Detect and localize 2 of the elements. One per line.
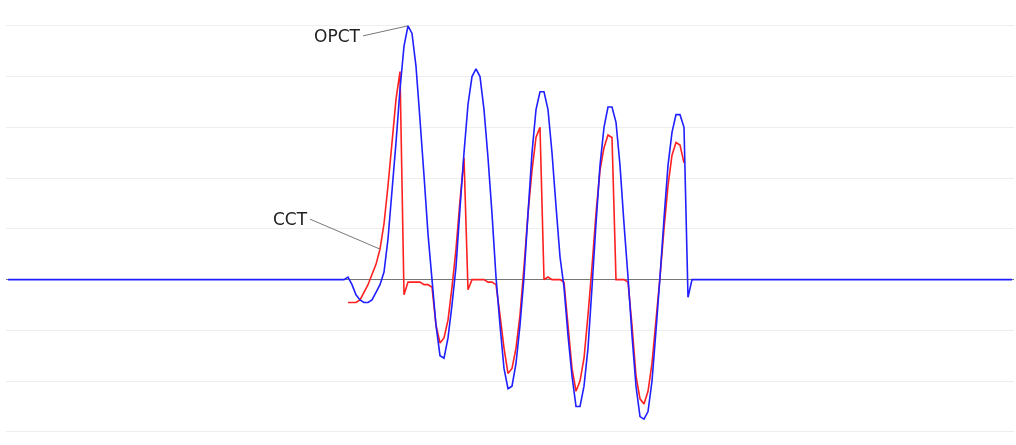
text: OPCT xyxy=(314,26,361,46)
text: CCT xyxy=(273,209,308,229)
